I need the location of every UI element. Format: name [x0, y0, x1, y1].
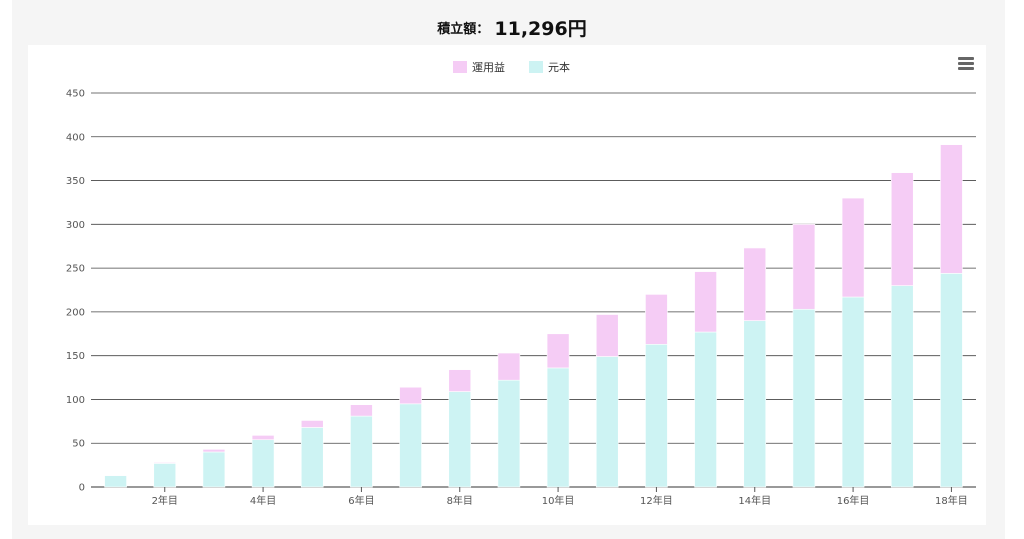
accumulation-amount: 11,296円 [494, 18, 587, 40]
stacked-bar-chart: 運用益 元本 0 50 100 150 200 250 300 350 400 450 2年目 4年目… [66, 60, 976, 507]
x-tick-label: 8年目 [447, 494, 473, 507]
chart-menu-button[interactable] [958, 57, 974, 71]
x-axis: 2年目 4年目 6年目 8年目 10年目 12年目 14年目 16年目 18年目 [152, 487, 968, 507]
bar-principal [202, 451, 226, 488]
bar-principal [350, 415, 373, 488]
bar-principal [399, 403, 422, 488]
bar-investment-gain [546, 333, 570, 369]
x-tick-label: 4年目 [250, 494, 276, 507]
legend-label: 元本 [548, 60, 570, 74]
bar-principal [645, 343, 668, 488]
legend-label: 運用益 [472, 60, 505, 74]
x-tick-label: 16年目 [837, 494, 870, 507]
hamburger-menu-icon [958, 57, 974, 60]
legend: 運用益 元本 [453, 60, 570, 74]
y-tick-label: 450 [66, 89, 85, 100]
x-tick-label: 12年目 [640, 494, 673, 507]
y-tick-label: 150 [66, 351, 85, 362]
y-tick-label: 350 [66, 176, 85, 187]
bar-investment-gain [940, 144, 963, 274]
legend-swatch [453, 61, 467, 73]
bars [104, 144, 963, 488]
bar-investment-gain [153, 462, 177, 464]
bar-principal [300, 427, 324, 488]
bar-investment-gain [350, 404, 373, 417]
bar-principal [694, 331, 717, 488]
y-tick-label: 50 [72, 439, 85, 450]
bar-principal [153, 463, 177, 488]
bar-principal [792, 308, 816, 488]
bar-principal [940, 273, 963, 488]
y-tick-label: 250 [66, 264, 85, 275]
x-tick-label: 18年目 [935, 494, 968, 507]
chart-container: 運用益 元本 0 50 100 150 200 250 300 350 400 450 2年目 4年目… [28, 45, 986, 525]
y-tick-label: 200 [66, 307, 85, 318]
bar-investment-gain [300, 420, 324, 428]
y-tick-label: 300 [66, 220, 85, 231]
x-tick-label: 2年目 [152, 494, 178, 507]
bar-investment-gain [645, 294, 668, 345]
bar-principal [841, 296, 865, 488]
bar-investment-gain [792, 224, 816, 310]
accumulation-header: 積立額： 11,296円 [0, 14, 1024, 44]
bar-investment-gain [841, 197, 865, 298]
y-tick-label: 100 [66, 395, 85, 406]
x-tick-label: 10年目 [542, 494, 575, 507]
bar-principal [448, 391, 472, 488]
gridlines [91, 92, 976, 488]
x-tick-label: 14年目 [738, 494, 771, 507]
bar-principal [595, 356, 619, 488]
bar-principal [890, 285, 914, 488]
legend-swatch [529, 61, 543, 73]
bar-investment-gain [694, 271, 717, 333]
y-tick-label: 0 [79, 483, 85, 494]
bar-investment-gain [890, 172, 914, 286]
bar-principal [546, 367, 570, 488]
bar-investment-gain [497, 352, 521, 381]
x-tick-label: 6年目 [348, 494, 374, 507]
bar-investment-gain [595, 314, 619, 357]
y-axis: 0 50 100 150 200 250 300 350 400 450 [66, 89, 85, 494]
bar-investment-gain [202, 449, 226, 453]
bar-investment-gain [448, 369, 472, 392]
bar-investment-gain [251, 435, 275, 441]
accumulation-label: 積立額： [437, 22, 490, 37]
bar-principal [251, 439, 275, 488]
y-tick-label: 400 [66, 132, 85, 143]
bar-principal [497, 379, 521, 488]
bar-investment-gain [399, 386, 422, 405]
bar-principal [743, 320, 767, 488]
bar-principal [104, 475, 127, 488]
bar-investment-gain [743, 247, 767, 321]
